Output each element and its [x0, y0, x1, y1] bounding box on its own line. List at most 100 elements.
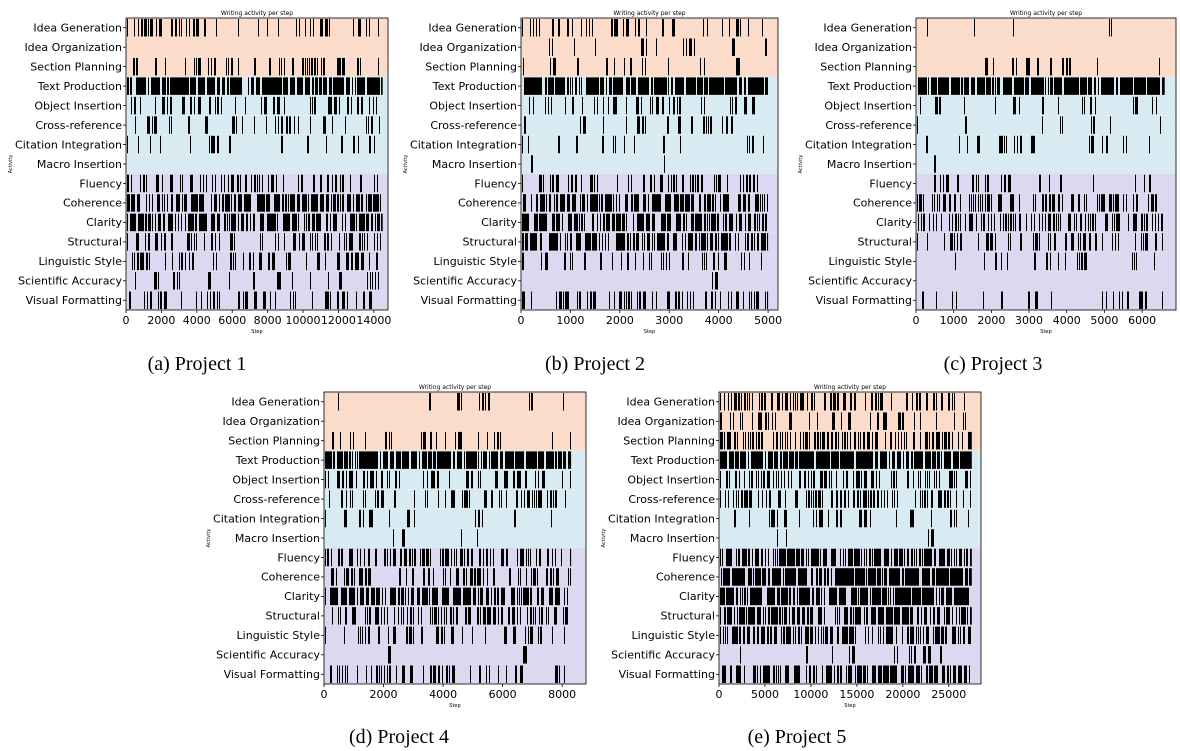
- event-mark: [934, 470, 935, 489]
- event-mark: [284, 57, 285, 76]
- event-mark: [786, 529, 787, 547]
- event-mark: [748, 548, 750, 567]
- event-mark: [274, 194, 280, 212]
- event-mark: [769, 509, 770, 528]
- event-mark: [943, 174, 944, 193]
- event-mark: [182, 174, 183, 193]
- event-mark: [810, 607, 813, 625]
- event-mark: [858, 587, 859, 606]
- event-mark: [127, 233, 128, 251]
- event-mark: [715, 194, 716, 212]
- event-mark: [238, 194, 242, 212]
- event-mark: [556, 568, 559, 586]
- event-mark: [520, 548, 524, 567]
- event-mark: [385, 431, 387, 450]
- event-mark: [822, 431, 825, 450]
- event-mark: [546, 451, 554, 469]
- event-mark: [313, 19, 314, 37]
- event-mark: [198, 96, 201, 115]
- event-mark: [257, 194, 265, 212]
- event-mark: [936, 470, 937, 489]
- y-tick-label: Object Insertion: [232, 473, 320, 486]
- event-mark: [666, 252, 667, 271]
- event-mark: [1126, 194, 1127, 212]
- event-mark: [279, 57, 280, 76]
- event-mark: [783, 568, 784, 586]
- event-mark: [228, 174, 229, 193]
- event-mark: [389, 431, 390, 450]
- event-mark: [290, 291, 291, 309]
- event-mark: [1105, 213, 1108, 232]
- y-tick-label: Object Insertion: [627, 473, 715, 486]
- event-mark: [965, 470, 968, 489]
- x-axis-label: Step: [449, 703, 460, 709]
- event-mark: [268, 252, 270, 271]
- event-mark: [1143, 233, 1144, 251]
- event-mark: [575, 77, 577, 95]
- event-mark: [938, 490, 942, 508]
- event-mark: [1094, 77, 1096, 95]
- event-mark: [336, 568, 337, 586]
- event-mark: [808, 490, 810, 508]
- event-mark: [827, 568, 829, 586]
- y-tick-label: Clarity: [481, 216, 517, 229]
- event-mark: [795, 451, 798, 469]
- row-band: [324, 645, 586, 665]
- event-mark: [729, 213, 733, 232]
- event-mark: [894, 646, 895, 664]
- event-mark: [849, 646, 850, 664]
- event-mark: [710, 116, 712, 134]
- event-mark: [302, 57, 304, 76]
- event-mark: [478, 470, 479, 489]
- row-band: [126, 37, 388, 57]
- event-mark: [405, 587, 406, 606]
- event-mark: [988, 213, 989, 232]
- event-mark: [522, 233, 524, 251]
- event-mark: [1019, 213, 1021, 232]
- event-mark: [530, 626, 533, 645]
- event-mark: [965, 213, 966, 232]
- event-mark: [868, 568, 876, 586]
- event-mark: [920, 96, 921, 115]
- event-mark: [493, 607, 496, 625]
- event-mark: [366, 19, 367, 37]
- event-mark: [845, 548, 846, 567]
- event-mark: [576, 135, 578, 154]
- event-mark: [427, 470, 428, 489]
- event-mark: [859, 509, 862, 528]
- row-band: [916, 95, 1176, 116]
- event-mark: [541, 607, 543, 625]
- event-mark: [958, 665, 962, 683]
- event-mark: [731, 291, 732, 309]
- event-mark: [329, 490, 330, 508]
- event-mark: [445, 431, 446, 450]
- event-mark: [871, 470, 874, 489]
- event-mark: [940, 646, 942, 664]
- event-mark: [878, 607, 884, 625]
- y-axis-label: Activity: [798, 155, 804, 174]
- event-mark: [302, 233, 305, 251]
- event-mark: [284, 233, 285, 251]
- event-mark: [761, 626, 765, 645]
- event-mark: [722, 548, 723, 567]
- event-mark: [741, 490, 743, 508]
- event-mark: [450, 568, 451, 586]
- event-mark: [440, 548, 441, 567]
- event-mark: [740, 646, 741, 664]
- event-mark: [276, 174, 277, 193]
- event-mark: [211, 194, 212, 212]
- event-mark: [939, 194, 940, 212]
- y-tick-label: Cross-reference: [430, 119, 517, 132]
- event-mark: [1007, 252, 1008, 271]
- event-mark: [831, 431, 833, 450]
- event-mark: [961, 607, 966, 625]
- event-mark: [1042, 194, 1044, 212]
- event-mark: [775, 548, 776, 567]
- event-mark: [344, 509, 347, 528]
- event-mark: [685, 233, 686, 251]
- event-mark: [1116, 77, 1118, 95]
- event-mark: [577, 291, 578, 309]
- event-mark: [590, 194, 598, 212]
